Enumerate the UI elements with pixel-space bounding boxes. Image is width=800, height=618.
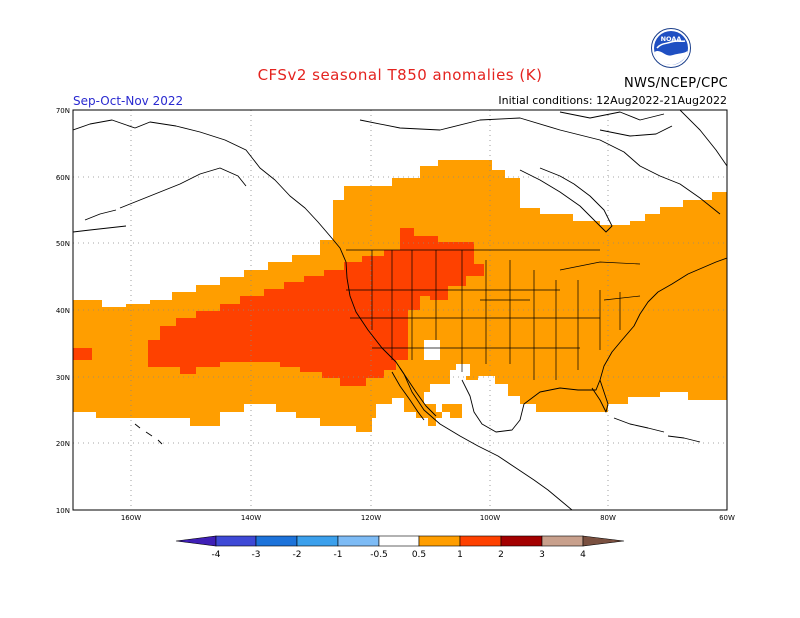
lat-label: 60N xyxy=(56,174,70,182)
colorbar-tick-label: 0.5 xyxy=(412,550,426,560)
lat-label: 70N xyxy=(56,107,70,115)
lon-label: 140W xyxy=(241,514,261,522)
colorbar-swatch xyxy=(500,535,543,547)
lat-label: 10N xyxy=(56,507,70,515)
chart-title: CFSv2 seasonal T850 anomalies (K) xyxy=(257,66,543,84)
lat-label: 20N xyxy=(56,440,70,448)
initial-conditions: Initial conditions: 12Aug2022-21Aug2022 xyxy=(498,94,727,107)
anomaly-region-red xyxy=(148,228,484,386)
colorbar-tick-label: -2 xyxy=(293,550,302,560)
lon-label: 100W xyxy=(480,514,500,522)
colorbar-swatch xyxy=(296,535,339,547)
colorbar-tick-label: 2 xyxy=(498,550,504,560)
colorbar-tick-label: 1 xyxy=(457,550,463,560)
colorbar-tick-label: -4 xyxy=(212,550,221,560)
lon-label: 60W xyxy=(719,514,735,522)
colorbar-swatch xyxy=(215,535,257,547)
colorbar-tick-label: -3 xyxy=(252,550,261,560)
colorbar-swatch xyxy=(459,535,502,547)
logo-text: NOAA xyxy=(661,35,682,43)
colorbar-tick-label: 3 xyxy=(539,550,545,560)
lat-label: 50N xyxy=(56,240,70,248)
colorbar-arrow-high xyxy=(582,535,625,547)
colorbar-arrow-low xyxy=(175,535,217,547)
lon-label: 80W xyxy=(600,514,616,522)
lon-label: 160W xyxy=(121,514,141,522)
lat-label: 40N xyxy=(56,307,70,315)
noaa-logo: NOAA xyxy=(651,28,691,68)
colorbar-swatch xyxy=(255,535,298,547)
colorbar-tick-label: 4 xyxy=(580,550,586,560)
lon-label: 120W xyxy=(361,514,381,522)
colorbar-swatch xyxy=(337,535,380,547)
colorbar xyxy=(175,535,625,547)
colorbar-swatch xyxy=(541,535,584,547)
lat-label: 30N xyxy=(56,374,70,382)
map-frame xyxy=(72,109,728,511)
forecast-period: Sep-Oct-Nov 2022 xyxy=(73,94,184,108)
colorbar-swatch xyxy=(378,535,420,547)
colorbar-tick-label: -0.5 xyxy=(370,550,388,560)
agency-label: NWS/NCEP/CPC xyxy=(623,76,728,91)
colorbar-swatch xyxy=(418,535,461,547)
colorbar-tick-label: -1 xyxy=(334,550,343,560)
